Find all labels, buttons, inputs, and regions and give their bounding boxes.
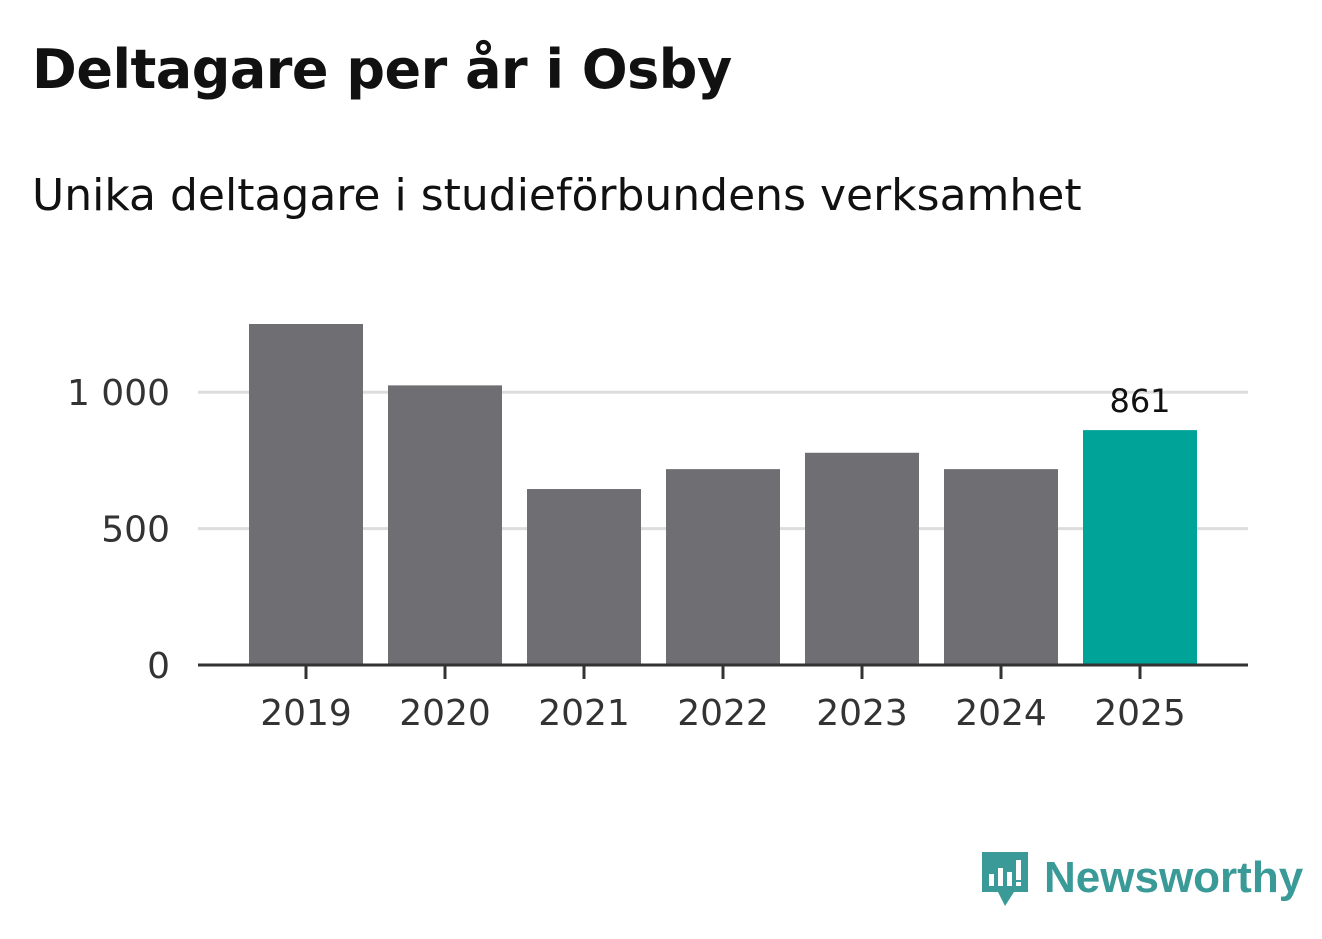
newsworthy-logo-icon (982, 852, 1028, 906)
brand-name: Newsworthy (1044, 853, 1304, 902)
x-tick-label: 2024 (955, 693, 1047, 734)
y-tick-label: 0 (147, 646, 170, 687)
x-tick-label: 2021 (538, 693, 630, 734)
data-label: 861 (1109, 382, 1170, 420)
bar-2023 (805, 452, 919, 665)
x-tick-label: 2019 (260, 693, 352, 734)
bar-2021 (527, 489, 641, 665)
bar-2024 (944, 469, 1058, 665)
x-tick-label: 2025 (1094, 693, 1186, 734)
bar-2025 (1083, 430, 1197, 665)
bar-2019 (249, 324, 363, 665)
bars (249, 324, 1197, 665)
x-axis-ticks: 2019 2020 2021 2022 2023 2024 2025 (260, 665, 1186, 734)
y-tick-label: 500 (101, 510, 170, 551)
y-axis-ticks: 0 500 1 000 (67, 373, 170, 687)
bar-2020 (388, 385, 502, 665)
x-tick-label: 2023 (816, 693, 908, 734)
x-tick-label: 2020 (399, 693, 491, 734)
chart-subtitle: Unika deltagare i studieförbundens verks… (32, 170, 1082, 221)
data-labels: 861 (1109, 382, 1170, 420)
bar-2022 (666, 469, 780, 665)
y-tick-label: 1 000 (67, 373, 170, 414)
brand-logo: Newsworthy (980, 848, 1303, 908)
x-tick-label: 2022 (677, 693, 769, 734)
chart-title: Deltagare per år i Osby (32, 38, 732, 101)
